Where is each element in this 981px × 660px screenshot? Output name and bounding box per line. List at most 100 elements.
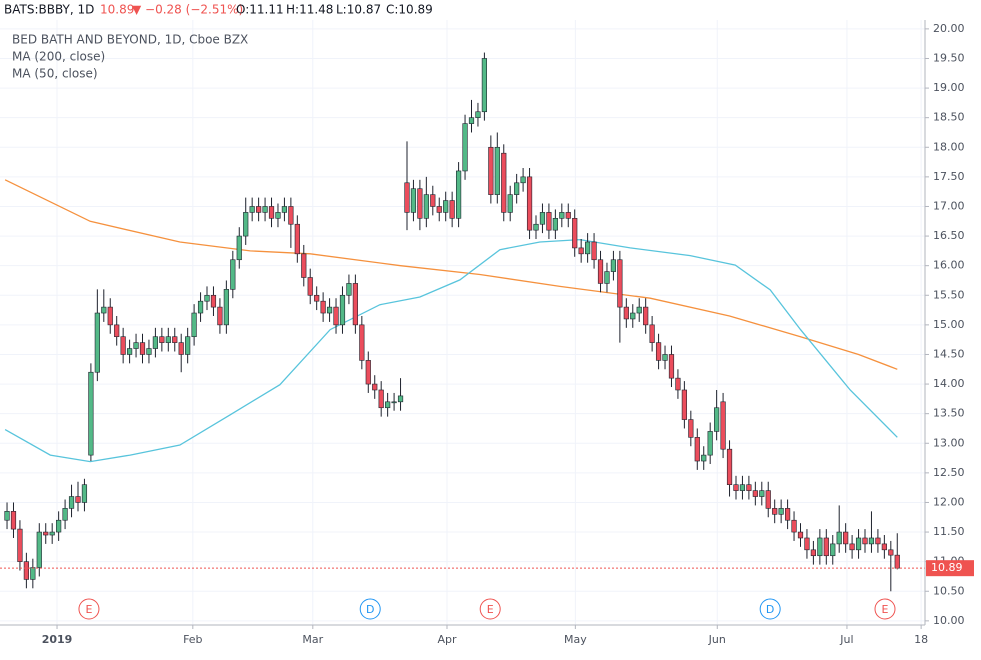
candle-body: [597, 259, 604, 284]
candle-body: [359, 324, 365, 361]
candle-body: [855, 537, 862, 551]
candle-body: [152, 336, 159, 349]
candle-body: [210, 294, 217, 308]
candle-body: [468, 117, 475, 124]
candle-body: [339, 294, 346, 326]
candle-body: [17, 528, 23, 562]
y-tick-label: 20.00: [933, 22, 965, 35]
candle-body: [688, 419, 694, 438]
candle-body: [636, 306, 642, 314]
candle-body: [746, 484, 752, 491]
candle-body: [894, 554, 900, 569]
y-tick-label: 11.50: [933, 525, 965, 538]
candle-body: [784, 508, 791, 521]
candle-body: [423, 194, 429, 219]
y-tick-label: 12.00: [933, 495, 965, 508]
close: C:10.89: [386, 3, 433, 17]
y-tick-label: 17.50: [933, 170, 965, 183]
candle-body: [455, 170, 462, 219]
candle-body: [281, 206, 288, 213]
y-tick-label: 16.00: [933, 259, 965, 272]
candle-body: [36, 531, 42, 568]
candle-body: [436, 206, 442, 213]
candle-body: [294, 223, 300, 255]
candle-body: [823, 537, 829, 557]
candle-body: [30, 567, 36, 580]
candle-body: [23, 561, 29, 580]
candle-body: [681, 389, 687, 420]
candle-body: [610, 259, 617, 272]
candle-body: [759, 490, 765, 497]
x-tick-label: May: [564, 633, 587, 646]
candle-body: [385, 401, 391, 409]
candle-body: [494, 146, 500, 195]
x-tick-label: 2019: [42, 633, 73, 646]
y-tick-label: 14.00: [933, 377, 965, 390]
event-label: D: [366, 603, 374, 616]
event-marker: [759, 598, 781, 620]
candle-body: [701, 454, 707, 462]
y-tick-label: 15.50: [933, 288, 965, 301]
candle-body: [443, 200, 449, 213]
y-tick-label: 13.50: [933, 407, 965, 420]
candle-body: [256, 206, 262, 213]
candle-body: [165, 336, 171, 343]
candle-body: [326, 306, 333, 314]
candle-body: [862, 537, 868, 545]
low: L:10.87: [336, 3, 381, 17]
y-tick-label: 10.00: [933, 614, 965, 627]
candle-body: [114, 324, 120, 338]
candle-body: [430, 194, 436, 207]
event-marker: [874, 598, 896, 620]
candle-body: [346, 283, 352, 296]
candle-body: [275, 212, 281, 219]
candle-body: [372, 383, 378, 391]
candle-body: [314, 294, 320, 302]
candle-body: [662, 354, 668, 361]
candle-body: [817, 537, 823, 557]
candle-body: [333, 306, 339, 326]
candle-body: [617, 259, 623, 308]
y-tick-label: 10.50: [933, 584, 965, 597]
legend-entry: MA (50, close): [12, 67, 98, 81]
candle-body: [43, 531, 49, 536]
x-tick-label: 18: [914, 633, 928, 646]
candle-body: [204, 294, 210, 302]
y-tick-label: 12.50: [933, 466, 965, 479]
candle-body: [178, 342, 184, 355]
candle-body: [514, 182, 520, 195]
candle-body: [585, 241, 591, 255]
candle-body: [533, 223, 539, 231]
y-tick-label: 14.50: [933, 347, 965, 360]
candle-body: [223, 289, 229, 326]
candle-body: [120, 336, 126, 355]
candle-body: [675, 377, 681, 391]
candle-body: [378, 389, 384, 409]
candle-body: [507, 194, 513, 213]
candle-body: [765, 490, 771, 509]
candle-body: [501, 152, 507, 213]
candle-body: [352, 283, 358, 326]
candle-body: [752, 490, 758, 497]
candle-body: [668, 354, 675, 379]
candle-body: [462, 123, 468, 172]
candle-body: [778, 508, 784, 515]
candle-body: [797, 531, 804, 539]
candle-body: [68, 496, 75, 509]
y-tick-label: 16.50: [933, 229, 965, 242]
candle-body: [107, 306, 113, 326]
candle-body: [475, 111, 481, 118]
candle-body: [655, 342, 662, 361]
candle-body: [146, 348, 152, 355]
candle-body: [739, 484, 746, 491]
symbol: BATS:BBBY, 1D: [4, 3, 94, 17]
candle-body: [791, 519, 797, 533]
event-marker: [479, 598, 501, 620]
event-label: E: [882, 603, 889, 616]
candle-body: [159, 336, 165, 343]
y-tick-label: 18.00: [933, 140, 965, 153]
candle-body: [301, 253, 307, 278]
